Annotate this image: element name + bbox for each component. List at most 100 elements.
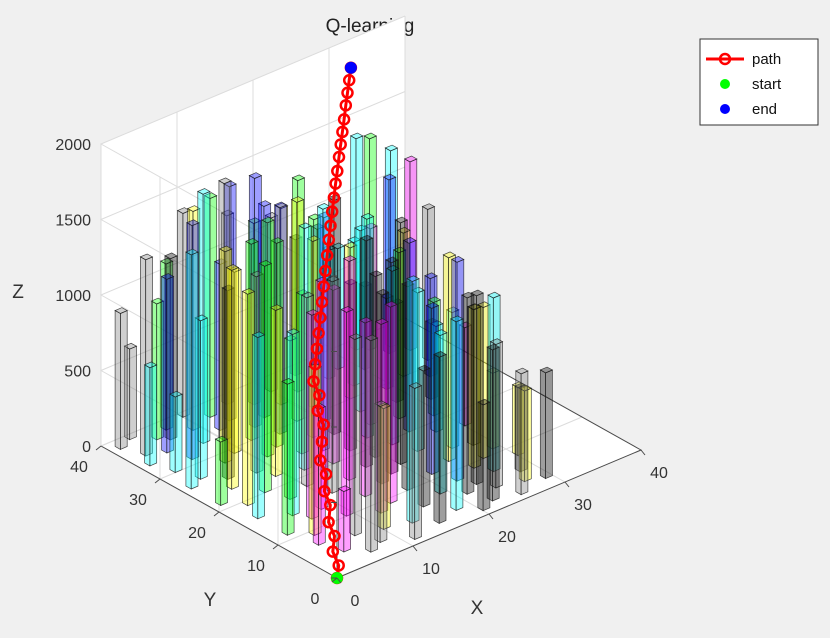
x-tick-mark [412,545,418,552]
obstacle-bar [225,264,240,490]
bar-face-top [425,302,440,309]
bar-face-top [250,270,264,278]
path-marker [315,295,329,309]
path-marker [320,249,334,262]
bar-face-top [258,260,273,267]
bar-face-top [251,331,266,338]
x-tick-label: 30 [574,497,592,514]
bar-face-front [492,346,500,502]
bar-face-top [281,378,295,385]
bar-face-side [409,384,416,541]
path-marker [307,375,320,388]
bar-face-side [144,364,151,467]
bar-face-top [218,177,232,185]
y-tick-label: 30 [129,492,147,509]
bar-face-top [143,361,158,369]
bar-face-top [406,275,420,282]
bar-face-top [467,303,482,311]
bar-face-top [298,222,312,230]
bar-face-side [312,405,319,546]
obstacle-bar [169,390,183,474]
bar-face-top [164,252,178,260]
bar-face-front [343,488,351,553]
legend-label-path: path [752,51,781,68]
bar-face-side [539,369,546,480]
bar-face-top [427,296,442,303]
x-tick-mark [488,513,494,520]
bar-face-top [241,288,256,295]
bar-face-top [450,256,465,263]
obstacle-bar [286,328,301,517]
bar-face-front [520,370,529,496]
x-tick-label: 40 [650,465,668,482]
obstacle-bar [515,367,529,496]
bar-face-front [129,345,137,441]
y-tick-label: 40 [70,459,88,476]
legend-end-marker [720,104,730,114]
bar-face-top [421,203,436,210]
obstacle-bar [364,334,379,553]
path-marker [324,498,337,512]
obstacle-bar [348,333,363,537]
legend[interactable]: path start end [699,38,819,126]
y-tick-label: 0 [311,591,320,608]
obstacle-bar [461,291,475,495]
bar-face-front [149,364,158,467]
bar-face-top [408,382,423,389]
obstacle-bar [326,275,340,494]
y-tick-mark [154,478,161,484]
legend-box [699,38,819,126]
path-marker [310,342,324,355]
bar-face-top [185,248,199,256]
bar-face-top [539,366,554,374]
bar-face-top [349,132,364,140]
bar-face-top [487,291,501,299]
bar-face-side [365,337,372,553]
bar-face-top [248,172,263,179]
bar-face-side [252,333,259,520]
y-tick-mark [272,544,279,550]
bar-face-front [482,401,491,512]
bar-face-top [214,435,229,443]
bar-face-side [433,353,440,525]
obstacle-bar [194,314,209,480]
x-tick-mark [336,577,342,584]
bar-face-top [442,251,457,259]
bar-face-top [343,278,358,286]
bar-face-front [438,353,447,524]
bar-face-side [185,251,192,490]
bar-face-side [450,318,457,512]
bar-face-side [401,283,408,492]
path-marker [336,125,349,139]
y-axis-label: Y [204,590,217,611]
bar-face-top [402,237,417,244]
bar-face-top [114,307,128,314]
bar-face-top [160,273,175,280]
bar-face-top [169,390,183,398]
path-marker [318,484,331,498]
bar-face-top [384,300,398,308]
bar-face-top [358,316,373,324]
obstacle-bar [326,284,341,465]
x-tick-mark [640,449,646,456]
obstacle-bar [434,329,448,495]
path-marker [329,177,342,190]
bar-face-front [286,380,295,536]
path-line [311,67,353,579]
path-marker [322,515,335,529]
bar-face-side [340,308,347,517]
path-marker [319,467,333,481]
bar-face-front [231,266,239,490]
obstacle-bar [143,361,158,467]
bar-face-top [433,351,447,358]
path-marker [328,529,341,543]
bar-face-top [295,289,310,296]
bar-face-top [359,234,374,242]
bar-face-front [220,438,228,507]
bar-face-front [455,318,464,512]
bar-face-top [300,291,315,299]
path-marker [319,264,332,278]
bar-face-side [515,370,522,496]
bar-face-top [386,265,400,272]
